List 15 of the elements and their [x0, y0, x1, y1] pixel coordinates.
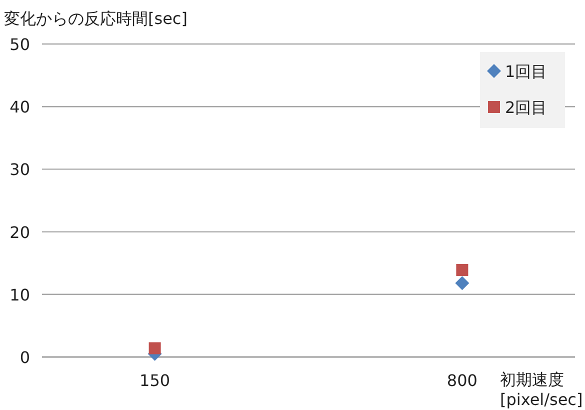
point: [455, 276, 470, 290]
y-axis-title: 変化からの反応時間[sec]: [4, 9, 188, 28]
legend-label: 2回目: [505, 98, 548, 117]
y-tick-label: 10: [10, 285, 30, 304]
x-axis-title: 初期速度 [pixel/sec]: [500, 370, 583, 409]
y-tick-label: 50: [10, 35, 30, 54]
y-tick-label: 30: [10, 160, 30, 180]
y-tick-label: 40: [10, 98, 30, 117]
y-tick-label: 20: [10, 222, 30, 242]
point: [456, 264, 468, 276]
y-tick-label: 0: [20, 348, 30, 367]
legend-label: 1回目: [505, 62, 548, 81]
x-tick-label: 150: [140, 371, 170, 390]
x-tick-label: 800: [446, 371, 478, 390]
point: [148, 342, 161, 354]
